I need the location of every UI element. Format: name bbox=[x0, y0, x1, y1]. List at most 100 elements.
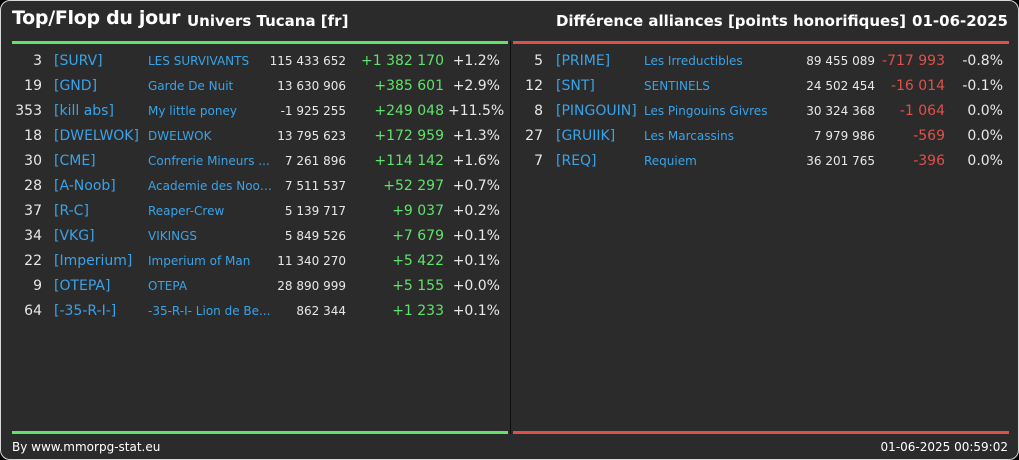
alliance-name-link[interactable]: Reaper-Crew bbox=[148, 204, 225, 218]
alliance-tag-link[interactable]: [A-Noob] bbox=[54, 178, 116, 194]
top-row: 9 [OTEPA] OTEPA 28 890 999 +5 155 +0.0% bbox=[12, 276, 508, 301]
alliance-percent: +0.7% bbox=[452, 178, 500, 194]
flop-row: 12 [SNT] SENTINELS 24 502 454 -16 014 -0.1% bbox=[513, 76, 1009, 101]
alliance-percent: +0.0% bbox=[452, 278, 500, 294]
alliance-tag-link[interactable]: [R-C] bbox=[54, 203, 89, 219]
alliance-points: 7 511 537 bbox=[284, 179, 346, 193]
alliance-name-link[interactable]: SENTINELS bbox=[644, 79, 710, 93]
alliance-tag-link[interactable]: [VKG] bbox=[54, 228, 95, 244]
alliance-name-link[interactable]: Imperium of Man bbox=[148, 254, 251, 268]
alliance-tag-link[interactable]: [OTEPA] bbox=[54, 278, 111, 294]
alliance-diff: +52 297 bbox=[383, 178, 444, 194]
flop-row: 8 [PINGOUIN] Les Pingouins Givres 30 324 36… bbox=[513, 101, 1009, 126]
alliance-points: 862 344 bbox=[296, 304, 346, 318]
top-row: 30 [CME] Confrerie Mineurs ... 7 261 896 +11… bbox=[12, 151, 508, 176]
alliance-percent: -0.8% bbox=[962, 53, 1003, 69]
alliance-tag-link[interactable]: [GRUIIK] bbox=[556, 128, 616, 144]
source-credit[interactable]: By www.mmorpg-stat.eu bbox=[12, 440, 161, 454]
alliance-percent: +0.2% bbox=[452, 203, 500, 219]
alliance-rank: 64 bbox=[24, 303, 42, 319]
alliance-name-link[interactable]: Requiem bbox=[644, 154, 697, 168]
top-row: 28 [A-Noob] Academie des Noob... 7 511 537 +… bbox=[12, 176, 508, 201]
alliance-diff: +9 037 bbox=[392, 203, 444, 219]
alliance-diff: +5 155 bbox=[392, 278, 444, 294]
alliance-rank: 7 bbox=[534, 153, 543, 169]
alliance-diff: -396 bbox=[913, 153, 945, 169]
alliance-tag-link[interactable]: [CME] bbox=[54, 153, 96, 169]
alliance-tag-link[interactable]: [REQ] bbox=[556, 153, 597, 169]
alliance-percent: +0.1% bbox=[452, 303, 500, 319]
alliance-name-link[interactable]: Les Marcassins bbox=[644, 129, 734, 143]
alliance-diff: +5 422 bbox=[392, 253, 444, 269]
top-row: 37 [R-C] Reaper-Crew 5 139 717 +9 037 +0.2% bbox=[12, 201, 508, 226]
alliance-name-link[interactable]: -35-R-I- Lion de Be... bbox=[148, 304, 271, 318]
alliance-points: 36 201 765 bbox=[806, 154, 875, 168]
alliance-diff: -717 993 bbox=[882, 53, 945, 69]
page-title: Top/Flop du jour bbox=[12, 7, 181, 29]
alliance-name-link[interactable]: Confrerie Mineurs ... bbox=[148, 154, 270, 168]
alliance-points: -1 925 255 bbox=[280, 104, 346, 118]
alliance-points: 7 979 986 bbox=[813, 129, 875, 143]
alliance-tag-link[interactable]: [PINGOUIN] bbox=[556, 103, 637, 119]
alliance-points: 89 455 089 bbox=[806, 54, 875, 68]
alliance-percent: -0.1% bbox=[962, 78, 1003, 94]
alliance-name-link[interactable]: Academie des Noob... bbox=[148, 179, 276, 193]
alliance-name-link[interactable]: OTEPA bbox=[148, 279, 188, 293]
alliance-name-link[interactable]: Garde De Nuit bbox=[148, 79, 234, 93]
alliance-rank: 30 bbox=[24, 153, 42, 169]
alliance-tag-link[interactable]: [GND] bbox=[54, 78, 98, 94]
alliance-rank: 5 bbox=[534, 53, 543, 69]
alliance-rank: 8 bbox=[534, 103, 543, 119]
alliance-tag-link[interactable]: [kill abs] bbox=[54, 103, 114, 119]
top-row: 18 [DWELWOK] DWELWOK 13 795 623 +172 959 +1.3… bbox=[12, 126, 508, 151]
alliance-points: 7 261 896 bbox=[284, 154, 346, 168]
top-section-bottom-bar bbox=[12, 431, 508, 434]
column-divider bbox=[510, 41, 511, 434]
alliance-name-link[interactable]: My little poney bbox=[148, 104, 237, 118]
alliance-tag-link[interactable]: [SNT] bbox=[556, 78, 595, 94]
alliance-rank: 353 bbox=[15, 103, 42, 119]
alliance-points: 5 849 526 bbox=[284, 229, 346, 243]
top-row: 64 [-35-R-I-] -35-R-I- Lion de Be... 862 34… bbox=[12, 301, 508, 326]
alliance-tag-link[interactable]: [DWELWOK] bbox=[54, 128, 139, 144]
flop-section-bottom-bar bbox=[513, 431, 1009, 434]
alliance-rank: 34 bbox=[24, 228, 42, 244]
top-list: 3 [SURV] LES SURVIVANTS 115 433 652 +1 382 1… bbox=[12, 51, 508, 326]
alliance-diff: -1 064 bbox=[899, 103, 945, 119]
alliance-tag-link[interactable]: [PRIME] bbox=[556, 53, 611, 69]
alliance-tag-link[interactable]: [SURV] bbox=[54, 53, 103, 69]
alliance-name-link[interactable]: VIKINGS bbox=[148, 229, 198, 243]
alliance-diff: +249 048 bbox=[374, 103, 444, 119]
alliance-tag-link[interactable]: [Imperium] bbox=[54, 253, 133, 269]
alliance-percent: +0.1% bbox=[452, 253, 500, 269]
alliance-points: 28 890 999 bbox=[277, 279, 346, 293]
alliance-points: 5 139 717 bbox=[284, 204, 346, 218]
alliance-rank: 19 bbox=[24, 78, 42, 94]
alliance-percent: +11.5% bbox=[448, 103, 505, 119]
alliance-points: 24 502 454 bbox=[806, 79, 875, 93]
top-section-bar bbox=[12, 41, 508, 44]
top-row: 353 [kill abs] My little poney -1 925 255 +2… bbox=[12, 101, 508, 126]
alliance-diff: +385 601 bbox=[374, 78, 444, 94]
alliance-name-link[interactable]: Les Pingouins Givres bbox=[644, 104, 768, 118]
alliance-percent: 0.0% bbox=[967, 103, 1003, 119]
alliance-rank: 27 bbox=[525, 128, 543, 144]
alliance-points: 11 340 270 bbox=[277, 254, 346, 268]
alliance-name-link[interactable]: Les Irreductibles bbox=[644, 54, 743, 68]
footer-timestamp: 01-06-2025 00:59:02 bbox=[880, 440, 1008, 454]
alliance-name-link[interactable]: DWELWOK bbox=[148, 129, 212, 143]
alliance-diff: +1 382 170 bbox=[361, 53, 444, 69]
alliance-tag-link[interactable]: [-35-R-I-] bbox=[54, 303, 117, 319]
flop-row: 5 [PRIME] Les Irreductibles 89 455 089 -717 … bbox=[513, 51, 1009, 76]
top-row: 19 [GND] Garde De Nuit 13 630 906 +385 601 +2… bbox=[12, 76, 508, 101]
header-date: 01-06-2025 bbox=[912, 12, 1008, 30]
alliance-name-link[interactable]: LES SURVIVANTS bbox=[148, 54, 250, 68]
alliance-rank: 3 bbox=[33, 53, 42, 69]
alliance-diff: +7 679 bbox=[392, 228, 444, 244]
flop-section-bar bbox=[513, 41, 1009, 44]
alliance-diff: -16 014 bbox=[890, 78, 945, 94]
alliance-percent: +1.6% bbox=[452, 153, 500, 169]
alliance-percent: +2.9% bbox=[452, 78, 500, 94]
alliance-percent: +1.3% bbox=[452, 128, 500, 144]
alliance-percent: +0.1% bbox=[452, 228, 500, 244]
